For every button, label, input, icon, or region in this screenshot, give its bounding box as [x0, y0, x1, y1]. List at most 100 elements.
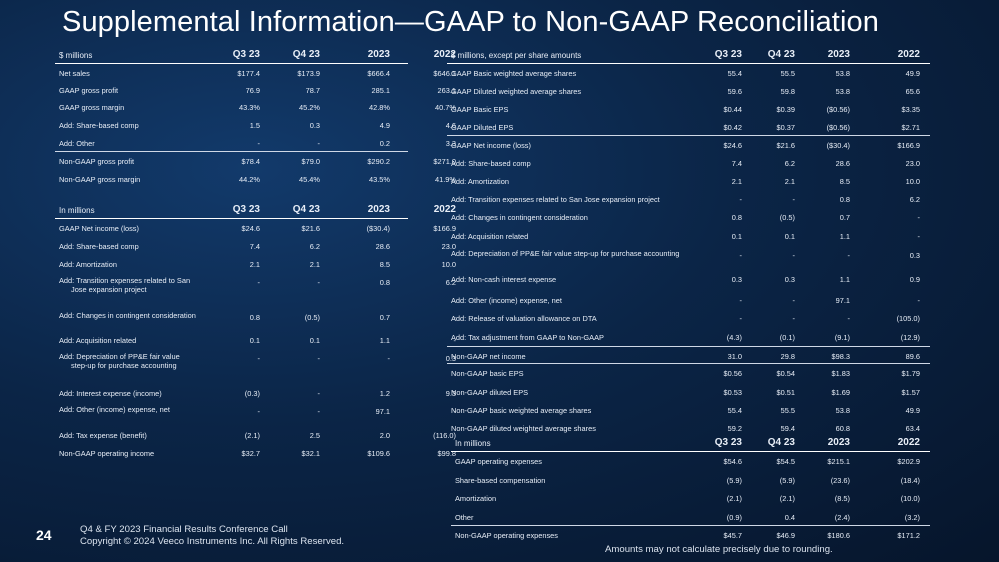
table-cell: $1.57 [901, 388, 921, 397]
table-row: Non-GAAP basic EPS $0.56 $0.54 $1.83 $1.79 [447, 364, 930, 383]
table-cell: $21.6 [301, 224, 321, 233]
table-cell: - [257, 278, 260, 287]
table-cell: 1.1 [379, 336, 390, 345]
table-cell: (8.5) [834, 494, 850, 503]
table-cell: ($0.56) [826, 123, 850, 132]
table-cell: 23.0 [441, 242, 456, 251]
table-row: Other (0.9) 0.4 (2.4) (3.2) [451, 508, 930, 526]
column-header: 2022 [897, 437, 920, 448]
table-cell: $166.9 [897, 141, 920, 150]
row-label: GAAP Net income (loss) [59, 224, 139, 233]
row-label: Add: Transition expenses related to San … [59, 276, 191, 294]
table-cell: 3.3 [445, 139, 456, 148]
table-cell: (0.5) [779, 213, 795, 222]
column-header: Q4 23 [767, 49, 795, 60]
rounding-note: Amounts may not calculate precisely due … [605, 544, 833, 555]
table-cell: 97.1 [375, 407, 390, 416]
table-cell: - [792, 251, 795, 260]
table-cell: 2.1 [309, 260, 320, 269]
table-row: Non-GAAP gross profit $78.4 $79.0 $290.2 $27… [55, 152, 456, 170]
table-cell: 0.8 [731, 213, 742, 222]
column-header: 2022 [433, 49, 456, 60]
table-cell: 4.6 [445, 121, 456, 130]
row-label: Add: Tax expense (benefit) [59, 431, 147, 440]
table-cell: 0.1 [731, 232, 742, 241]
table-cell: - [739, 251, 742, 260]
table-row: Non-GAAP net income 31.0 29.8 $98.3 89.6 [447, 347, 930, 364]
gross-profit-table: $ millions Q3 23 Q4 23 2023 2022 Net sales $17… [55, 44, 456, 189]
table-cell: 0.8 [839, 195, 850, 204]
page-number: 24 [36, 527, 52, 543]
table-cell: 7.4 [731, 159, 742, 168]
table-cell: 285.1 [371, 86, 391, 95]
table-row: Non-GAAP basic weighted average shares 55… [447, 401, 930, 419]
row-label: Add: Acquisition related [451, 232, 529, 241]
table-cell: 59.2 [727, 424, 742, 433]
row-label: Add: Release of valuation allowance on D… [451, 314, 597, 323]
table-cell: (116.0) [433, 431, 456, 440]
row-label: Non-GAAP gross profit [59, 157, 135, 166]
row-label: GAAP Diluted weighted average shares [451, 87, 582, 96]
column-header: 2023 [827, 437, 850, 448]
row-label: Add: Changes in contingent consideration [59, 311, 196, 320]
table-cell: 65.6 [905, 87, 920, 96]
table-cell: 1.1 [839, 275, 850, 284]
table-row: Add: Share-based comp 7.4 6.2 28.6 23.0 [55, 237, 456, 255]
table-cell: 60.8 [835, 424, 850, 433]
table-cell: 10.0 [905, 177, 920, 186]
table-cell: 59.8 [780, 87, 795, 96]
table-cell: 49.9 [905, 69, 920, 78]
table-cell: $271.0 [433, 157, 456, 166]
table-cell: 63.4 [905, 424, 920, 433]
table-cell: $666.4 [367, 69, 390, 78]
table-cell: 0.3 [731, 275, 742, 284]
table-cell: 55.5 [780, 69, 795, 78]
row-label: Net sales [59, 69, 90, 78]
table-cell: 0.8 [249, 313, 260, 322]
table-cell: $0.53 [723, 388, 743, 397]
column-header: Q3 23 [232, 204, 260, 215]
table-cell: 8.5 [379, 260, 390, 269]
row-label: GAAP Net income (loss) [451, 141, 531, 150]
table-cell: - [917, 232, 920, 241]
table-cell: 1.1 [839, 232, 850, 241]
column-header: Q3 23 [232, 49, 260, 60]
table-cell: - [917, 213, 920, 222]
table-cell: - [453, 407, 456, 416]
table-row: Add: Share-based comp 7.4 6.2 28.6 23.0 [447, 154, 930, 172]
table-cell: 0.7 [379, 313, 390, 322]
row-label: GAAP gross margin [59, 103, 125, 112]
table-cell: 0.1 [784, 232, 795, 241]
table-row: GAAP Diluted weighted average shares 59.6… [447, 82, 930, 100]
table-row: GAAP operating expenses $54.6 $54.5 $215.1 $… [451, 452, 930, 471]
table-cell: $0.44 [723, 105, 743, 114]
table-cell: $177.4 [237, 69, 260, 78]
table-cell: 23.0 [905, 159, 920, 168]
table-cell: (5.9) [726, 476, 742, 485]
operating-expenses-table: In millions Q3 23 Q4 23 2023 2022 GAAP operat… [451, 432, 930, 544]
table-cell: - [792, 314, 795, 323]
table-cell: $202.9 [897, 457, 920, 466]
row-label: Non-GAAP net income [451, 352, 526, 361]
table-cell: 2.5 [309, 431, 320, 440]
row-label: Add: Other [59, 139, 95, 148]
footer-line-1: Q4 & FY 2023 Financial Results Conferenc… [80, 524, 288, 535]
row-label: Non-GAAP gross margin [59, 175, 141, 184]
table-cell: (105.0) [896, 314, 920, 323]
table-cell: $2.71 [901, 123, 921, 132]
row-label: Add: Interest expense (income) [59, 389, 162, 398]
footer-line-2: Copyright © 2024 Veeco Instruments Inc. … [80, 536, 345, 547]
table-row: GAAP Basic EPS $0.44 $0.39 ($0.56) $3.35 [447, 100, 930, 118]
operating-income-table: In millions Q3 23 Q4 23 2023 2022 GAAP Net in… [55, 199, 456, 462]
table-cell: (2.4) [834, 513, 850, 522]
table-cell: $109.6 [367, 449, 390, 458]
table-cell: - [317, 389, 320, 398]
table-cell: $0.39 [776, 105, 796, 114]
table-cell: - [257, 354, 260, 363]
row-label: Non-GAAP basic EPS [451, 369, 524, 378]
table-cell: 53.8 [835, 87, 850, 96]
table-cell: $215.1 [827, 457, 850, 466]
row-label: Add: Amortization [59, 260, 117, 269]
table-cell: - [317, 407, 320, 416]
table-cell: 28.6 [375, 242, 390, 251]
